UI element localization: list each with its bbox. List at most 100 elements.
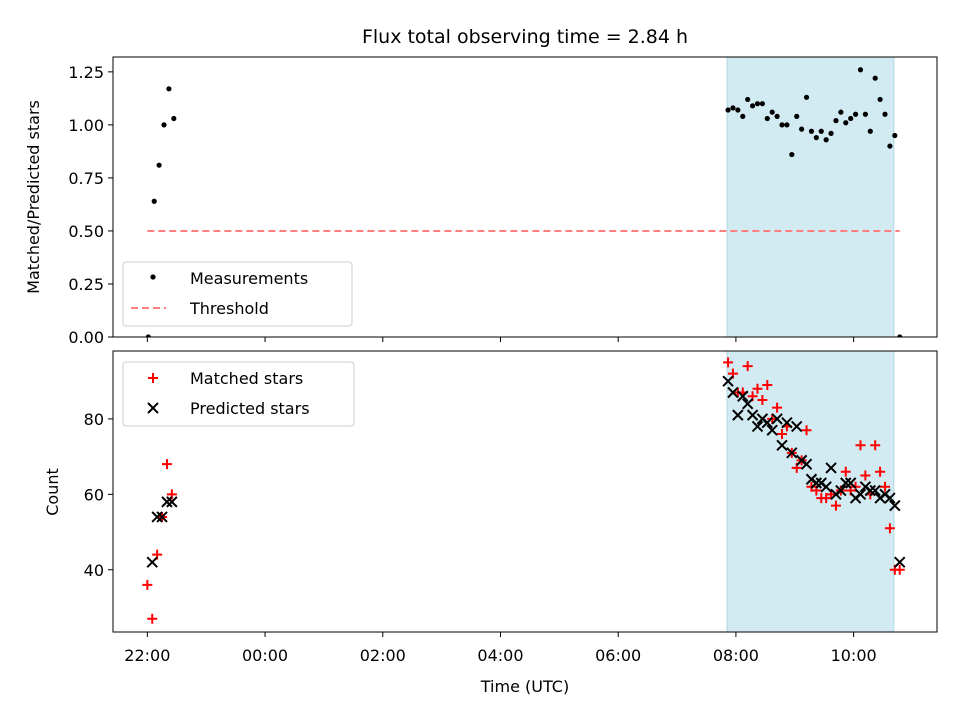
legend: Measurements Threshold [122, 261, 353, 327]
x-tick-label: 02:00 [360, 646, 406, 665]
data-point [781, 416, 793, 429]
data-point [147, 613, 158, 624]
y-tick-label: 0.00 [68, 328, 104, 347]
data-point [887, 143, 893, 149]
y-tick-label: 40 [84, 561, 104, 580]
data-point [762, 379, 773, 390]
data-point [840, 477, 852, 489]
data-point [892, 132, 898, 139]
data-point [151, 511, 163, 523]
axes-frame [112, 56, 938, 338]
data-point [800, 458, 813, 470]
data-point [146, 556, 158, 568]
data-point [166, 496, 178, 508]
x-axis-label: Time (UTC) [480, 677, 569, 696]
data-point [751, 420, 764, 433]
data-point [833, 118, 839, 124]
legend-marker [148, 373, 158, 383]
data-point [764, 115, 770, 122]
x-tick-label: 04:00 [477, 646, 523, 665]
series-matched-stars [142, 357, 905, 624]
data-point [870, 440, 881, 451]
data-point [757, 395, 768, 406]
data-point [741, 398, 754, 410]
top-y-axis-label: Matched/Predicted stars [24, 100, 43, 294]
data-point [777, 428, 788, 439]
data-point [813, 135, 819, 141]
data-point [171, 115, 177, 122]
observing-interval-band [726, 56, 895, 338]
chart-title: Flux total observing time = 2.84 h [362, 26, 688, 48]
data-point [838, 109, 844, 115]
legend-label: Threshold [189, 299, 269, 318]
data-point [730, 105, 736, 111]
data-point [877, 96, 883, 103]
data-point [742, 361, 753, 372]
data-point [766, 424, 778, 436]
legend: Matched stars Predicted stars [122, 361, 355, 427]
x-tick-label: 10:00 [831, 646, 877, 665]
x-tick-label: 00:00 [242, 646, 288, 665]
plot-area [142, 357, 906, 624]
x-tick-label: 06:00 [595, 646, 641, 665]
data-point [732, 409, 744, 421]
data-point [772, 402, 783, 413]
data-point [745, 96, 751, 103]
data-point [156, 162, 162, 168]
data-point [722, 375, 734, 387]
data-point [771, 413, 783, 425]
data-point [803, 94, 810, 100]
data-point [828, 130, 834, 136]
data-point [875, 466, 886, 477]
data-point [737, 390, 749, 402]
legend-box [122, 261, 353, 327]
data-point [894, 556, 906, 568]
data-point [862, 111, 868, 117]
data-point [740, 113, 746, 119]
data-point [801, 425, 812, 436]
legend-label: Predicted stars [190, 399, 310, 418]
data-point [855, 440, 866, 451]
data-point [869, 484, 881, 497]
data-point [882, 111, 888, 117]
data-point [779, 122, 785, 128]
data-point [844, 477, 857, 489]
data-point [759, 101, 765, 107]
data-point [145, 334, 151, 337]
data-point [749, 103, 756, 109]
data-point [884, 523, 895, 534]
data-point [156, 511, 168, 523]
data-point [810, 477, 823, 489]
data-point [776, 439, 788, 452]
top-panel: 0.00 0.25 0.50 0.75 1.00 1.25 Measurements Thre… [68, 56, 938, 347]
y-tick-label: 0.25 [68, 275, 104, 294]
x-tick-label: 08:00 [713, 646, 759, 665]
data-point [735, 107, 741, 113]
y-tick-label: 0.75 [68, 169, 104, 188]
y-tick-label: 0.50 [68, 222, 104, 241]
data-point [884, 492, 896, 504]
data-point [818, 128, 824, 134]
data-point [761, 416, 774, 429]
data-point [852, 111, 859, 117]
axes-frame [112, 350, 938, 633]
data-point [860, 470, 871, 481]
series-predicted-stars [146, 375, 906, 568]
data-point [835, 484, 847, 497]
data-point [872, 75, 878, 81]
data-point [151, 198, 157, 204]
data-point [754, 101, 761, 107]
data-point [769, 109, 775, 115]
data-point [823, 137, 829, 143]
y-tick-label: 1.00 [68, 116, 104, 135]
data-point [789, 151, 795, 158]
data-point [752, 383, 763, 394]
y-tick-label: 80 [84, 410, 104, 429]
data-point [161, 496, 173, 508]
data-point [897, 334, 903, 337]
data-point [864, 484, 877, 497]
bottom-panel: 40 60 80 22:00 00:00 02:00 04:00 06:00 08:00 10:0… [84, 350, 938, 665]
data-point [880, 481, 891, 492]
data-point [786, 447, 798, 459]
